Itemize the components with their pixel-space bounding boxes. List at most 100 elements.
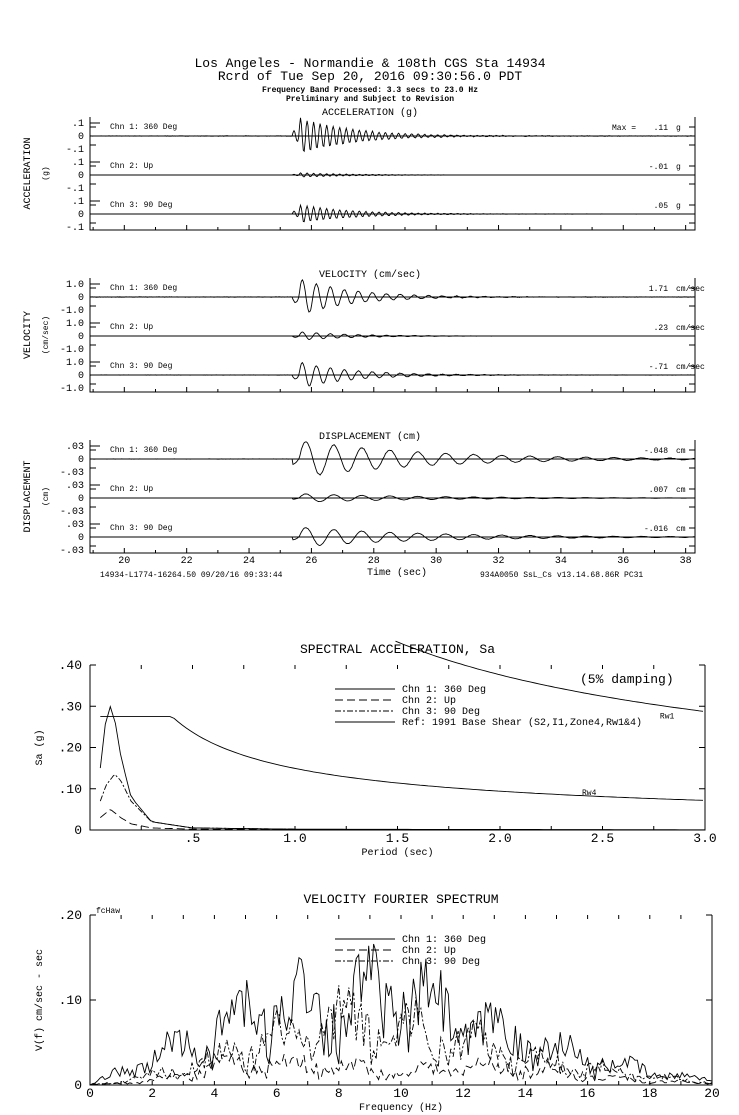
x-tick-label: 24 <box>243 556 255 567</box>
y-ticks <box>90 326 695 346</box>
y-tick-label: .1 <box>72 197 84 208</box>
channel-label: Chn 3: 90 Deg <box>110 362 173 371</box>
corner-label: fcHaw <box>96 907 120 916</box>
legend-entry: Chn 2: Up <box>402 945 456 957</box>
y-axis-label: ACCELERATION <box>23 137 34 209</box>
x-tick-label: 38 <box>680 556 692 567</box>
y-tick-label: -.03 <box>60 507 84 518</box>
x-tick-label: 18 <box>642 1086 658 1101</box>
y-ticks <box>90 287 695 307</box>
panel-title: DISPLACEMENT (cm) <box>319 431 421 443</box>
ref-curve-label: Rw1 <box>660 713 675 722</box>
y-tick-label: 0 <box>74 823 82 838</box>
y-tick-label: -.03 <box>60 468 84 479</box>
peak-value: .05 <box>654 202 669 211</box>
y-tick-label: .03 <box>66 520 84 531</box>
peak-value: -.048 <box>644 447 668 456</box>
y-tick-label: .1 <box>72 119 84 130</box>
panel-title: VELOCITY (cm/sec) <box>319 269 421 281</box>
waveform-trace <box>90 279 695 313</box>
x-tick-label: 14 <box>518 1086 534 1101</box>
y-tick-label: 0 <box>78 171 84 182</box>
waveform-trace <box>90 203 695 223</box>
x-tick-label: 3.0 <box>693 831 716 846</box>
time-history-panel-1: ACCELERATION (g) ACCELERATION (g) .1 0 -.1 Chn… <box>23 107 696 234</box>
y-tick-label: .40 <box>59 658 82 673</box>
sa-curve <box>100 809 295 831</box>
fourier-curve <box>89 985 713 1086</box>
y-tick-label: .20 <box>59 908 82 923</box>
y-axis-unit: (cm) <box>42 487 51 506</box>
x-tick-label: 1.0 <box>283 831 306 846</box>
x-tick-label: 26 <box>305 556 317 567</box>
x-tick-label: 22 <box>181 556 193 567</box>
y-axis-label: VELOCITY <box>23 311 34 359</box>
peak-unit: cm/sec <box>676 285 705 294</box>
ref-base-shear-curve <box>100 716 704 801</box>
x-tick-label: 2 <box>148 1086 156 1101</box>
channel-label: Chn 2: Up <box>110 485 153 494</box>
x-tick-label: 1.5 <box>386 831 409 846</box>
panel-frame <box>89 440 696 554</box>
channel-label: Chn 2: Up <box>110 162 153 171</box>
legend-entry: Chn 1: 360 Deg <box>402 934 486 946</box>
ref-curve-label: Rw4 <box>582 789 597 798</box>
y-tick-label: 0 <box>78 371 84 382</box>
y-tick-label: 0 <box>78 533 84 544</box>
y-tick-label: 1.0 <box>66 358 84 369</box>
peak-unit: g <box>676 202 681 211</box>
y-tick-label: .03 <box>66 481 84 492</box>
peak-value: -.01 <box>649 163 668 172</box>
waveform-trace <box>90 493 695 503</box>
y-tick-label: .10 <box>59 993 82 1008</box>
x-tick-label: .5 <box>185 831 201 846</box>
y-tick-label: .30 <box>59 699 82 714</box>
y-tick-label: -1.0 <box>60 345 84 356</box>
x-tick-label: 10 <box>393 1086 409 1101</box>
peak-value: .11 <box>654 124 669 133</box>
y-tick-label: -1.0 <box>60 306 84 317</box>
legend-entry: Chn 3: 90 Deg <box>402 956 480 968</box>
y-ticks <box>90 165 695 185</box>
x-axis-label: Frequency (Hz) <box>359 1102 443 1114</box>
peak-unit: cm/sec <box>676 363 705 372</box>
peak-unit: cm/sec <box>676 324 705 333</box>
peak-value: .007 <box>649 486 668 495</box>
x-tick-label: 4 <box>210 1086 218 1101</box>
x-tick-label: 2.0 <box>488 831 511 846</box>
y-tick-label: 1.0 <box>66 280 84 291</box>
y-ticks <box>90 449 695 469</box>
x-tick-label: 34 <box>555 556 567 567</box>
y-ticks <box>90 126 695 146</box>
legend-entry: Chn 1: 360 Deg <box>402 684 486 696</box>
y-ticks <box>90 204 695 224</box>
peak-value: -.71 <box>649 363 668 372</box>
spectrum-panel-3: SPECTRAL ACCELERATION, Sa .40 .30 .20 .10 0 .5… <box>34 640 717 859</box>
channel-label: Chn 3: 90 Deg <box>110 524 173 533</box>
header-prelim: Preliminary and Subject to Revision <box>286 95 454 104</box>
y-tick-label: 0 <box>78 494 84 505</box>
peak-unit: cm <box>676 525 686 534</box>
x-tick-label: 16 <box>580 1086 596 1101</box>
y-tick-label: .03 <box>66 442 84 453</box>
y-tick-label: -.1 <box>66 145 84 156</box>
peak-unit: g <box>676 163 681 172</box>
header-station: Los Angeles - Normandie & 108th CGS Sta … <box>194 56 545 71</box>
chart-title: VELOCITY FOURIER SPECTRUM <box>303 892 498 907</box>
waveform-trace <box>90 172 695 178</box>
y-axis-label: V(f) cm/sec - sec <box>34 949 46 1051</box>
x-axis-label: Period (sec) <box>361 847 433 859</box>
plot-frame <box>89 665 706 831</box>
time-history-panel-2: VELOCITY (cm/sec) VELOCITY (cm/sec) 1.0 0 -1.… <box>23 269 705 395</box>
panel-frame <box>89 117 696 231</box>
panel-title: ACCELERATION (g) <box>322 107 418 119</box>
waveform-trace <box>89 331 695 340</box>
header-band: Frequency Band Processed: 3.3 secs to 23… <box>262 86 478 95</box>
y-tick-label: -.1 <box>66 184 84 195</box>
y-tick-label: -.03 <box>60 546 84 557</box>
chart-title: SPECTRAL ACCELERATION, Sa <box>300 642 495 657</box>
y-tick-label: 0 <box>78 455 84 466</box>
x-tick-label: 20 <box>118 556 130 567</box>
ref-base-shear-curve <box>395 640 704 712</box>
y-tick-label: 0 <box>78 132 84 143</box>
